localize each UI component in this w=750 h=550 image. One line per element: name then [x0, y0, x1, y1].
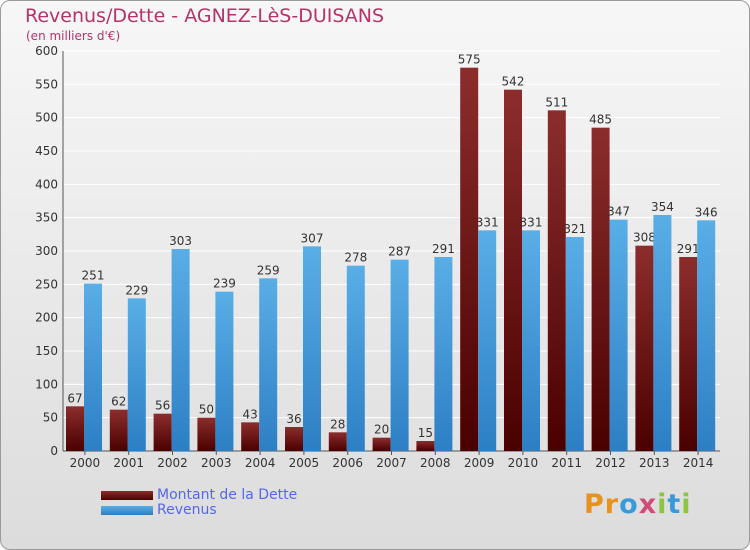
y-tick-label: 300 — [35, 244, 58, 258]
y-tick-label: 150 — [35, 344, 58, 358]
legend-swatch-dette — [101, 490, 153, 500]
data-label-dette: 542 — [502, 75, 525, 89]
bar-revenus — [215, 291, 234, 451]
x-tick-label: 2011 — [551, 456, 582, 470]
data-label-revenus: 307 — [301, 231, 324, 245]
data-label-revenus: 354 — [651, 200, 674, 214]
chart-subtitle: (en milliers d'€) — [26, 29, 121, 43]
data-label-dette: 62 — [111, 395, 126, 409]
bar-revenus — [653, 215, 672, 451]
data-label-revenus: 239 — [213, 277, 236, 291]
data-label-revenus: 291 — [432, 242, 455, 256]
data-label-revenus: 346 — [695, 205, 718, 219]
chart-title: Revenus/Dette - AGNEZ-LèS-DUISANS — [25, 5, 385, 27]
bar-dette — [547, 110, 566, 451]
y-tick-label: 500 — [35, 111, 58, 125]
y-tick-label: 600 — [35, 44, 58, 58]
y-tick-label: 400 — [35, 177, 58, 191]
x-tick-label: 2004 — [245, 456, 276, 470]
data-label-dette: 15 — [418, 426, 433, 440]
data-label-revenus: 259 — [257, 263, 280, 277]
legend-label-revenus: Revenus — [157, 502, 217, 518]
bar-revenus — [346, 265, 365, 451]
legend-item-dette: Montant de la Dette — [101, 487, 297, 503]
data-label-dette: 36 — [286, 412, 301, 426]
bar-dette — [153, 413, 172, 451]
bar-dette — [241, 422, 260, 451]
x-tick-label: 2009 — [464, 456, 495, 470]
x-tick-label: 2014 — [683, 456, 714, 470]
x-tick-label: 2006 — [332, 456, 363, 470]
x-tick-label: 2013 — [639, 456, 670, 470]
bar-revenus — [478, 230, 497, 451]
y-tick-label: 350 — [35, 211, 58, 225]
y-tick-label: 550 — [35, 77, 58, 91]
data-label-dette: 20 — [374, 423, 389, 437]
bar-revenus — [390, 259, 409, 451]
data-label-dette: 291 — [677, 242, 700, 256]
bar-dette — [460, 67, 479, 452]
data-label-dette: 56 — [155, 399, 170, 413]
bar-revenus — [522, 230, 540, 451]
data-label-revenus: 303 — [169, 234, 192, 248]
bar-revenus — [303, 246, 321, 451]
bar-revenus — [609, 219, 628, 451]
x-tick-label: 2010 — [508, 456, 539, 470]
data-label-dette: 485 — [589, 113, 612, 127]
legend-label-dette: Montant de la Dette — [157, 487, 298, 503]
data-label-dette: 50 — [199, 403, 214, 417]
data-label-dette: 575 — [458, 53, 481, 67]
bar-dette — [197, 417, 216, 451]
bar-revenus — [84, 283, 102, 451]
x-tick-label: 2008 — [420, 456, 451, 470]
data-label-dette: 511 — [545, 95, 568, 109]
bar-revenus — [127, 298, 146, 451]
bar-revenus — [171, 249, 190, 451]
bar-dette — [416, 441, 435, 451]
x-tick-label: 2007 — [376, 456, 407, 470]
legend-swatch-revenus — [101, 505, 153, 515]
y-tick-label: 50 — [43, 411, 58, 425]
bar-revenus — [697, 220, 716, 451]
data-label-revenus: 229 — [125, 283, 148, 297]
legend-item-revenus: Revenus — [101, 502, 217, 518]
data-label-revenus: 347 — [607, 205, 630, 219]
bar-dette — [66, 406, 84, 451]
bar-dette — [372, 437, 391, 451]
data-label-dette: 308 — [633, 231, 656, 245]
bar-dette — [109, 409, 128, 451]
data-label-revenus: 321 — [563, 222, 586, 236]
data-label-revenus: 331 — [476, 215, 499, 229]
bar-revenus — [565, 237, 584, 451]
x-tick-label: 2005 — [289, 456, 320, 470]
y-tick-label: 100 — [35, 377, 58, 391]
bar-dette — [679, 257, 698, 451]
data-label-revenus: 287 — [388, 245, 411, 259]
y-tick-label: 0 — [50, 444, 58, 458]
data-label-dette: 43 — [243, 407, 258, 421]
bar-dette — [591, 127, 610, 452]
data-label-revenus: 251 — [82, 269, 105, 283]
data-label-revenus: 331 — [520, 215, 543, 229]
data-label-dette: 28 — [330, 417, 345, 431]
x-tick-label: 2012 — [595, 456, 626, 470]
x-tick-label: 2002 — [157, 456, 188, 470]
bar-revenus — [434, 257, 453, 451]
bar-dette — [328, 432, 347, 451]
bar-dette — [635, 245, 654, 451]
x-tick-label: 2003 — [201, 456, 232, 470]
bar-dette — [285, 427, 303, 451]
data-label-dette: 67 — [67, 391, 82, 405]
bar-dette — [504, 89, 522, 452]
data-label-revenus: 278 — [344, 251, 367, 265]
bar-revenus — [259, 278, 278, 451]
y-tick-label: 200 — [35, 311, 58, 325]
x-tick-label: 2001 — [113, 456, 144, 470]
x-tick-label: 2000 — [70, 456, 101, 470]
proxiti-logo: Proxiti — [584, 489, 692, 520]
y-tick-label: 450 — [35, 144, 58, 158]
y-tick-label: 250 — [35, 277, 58, 291]
